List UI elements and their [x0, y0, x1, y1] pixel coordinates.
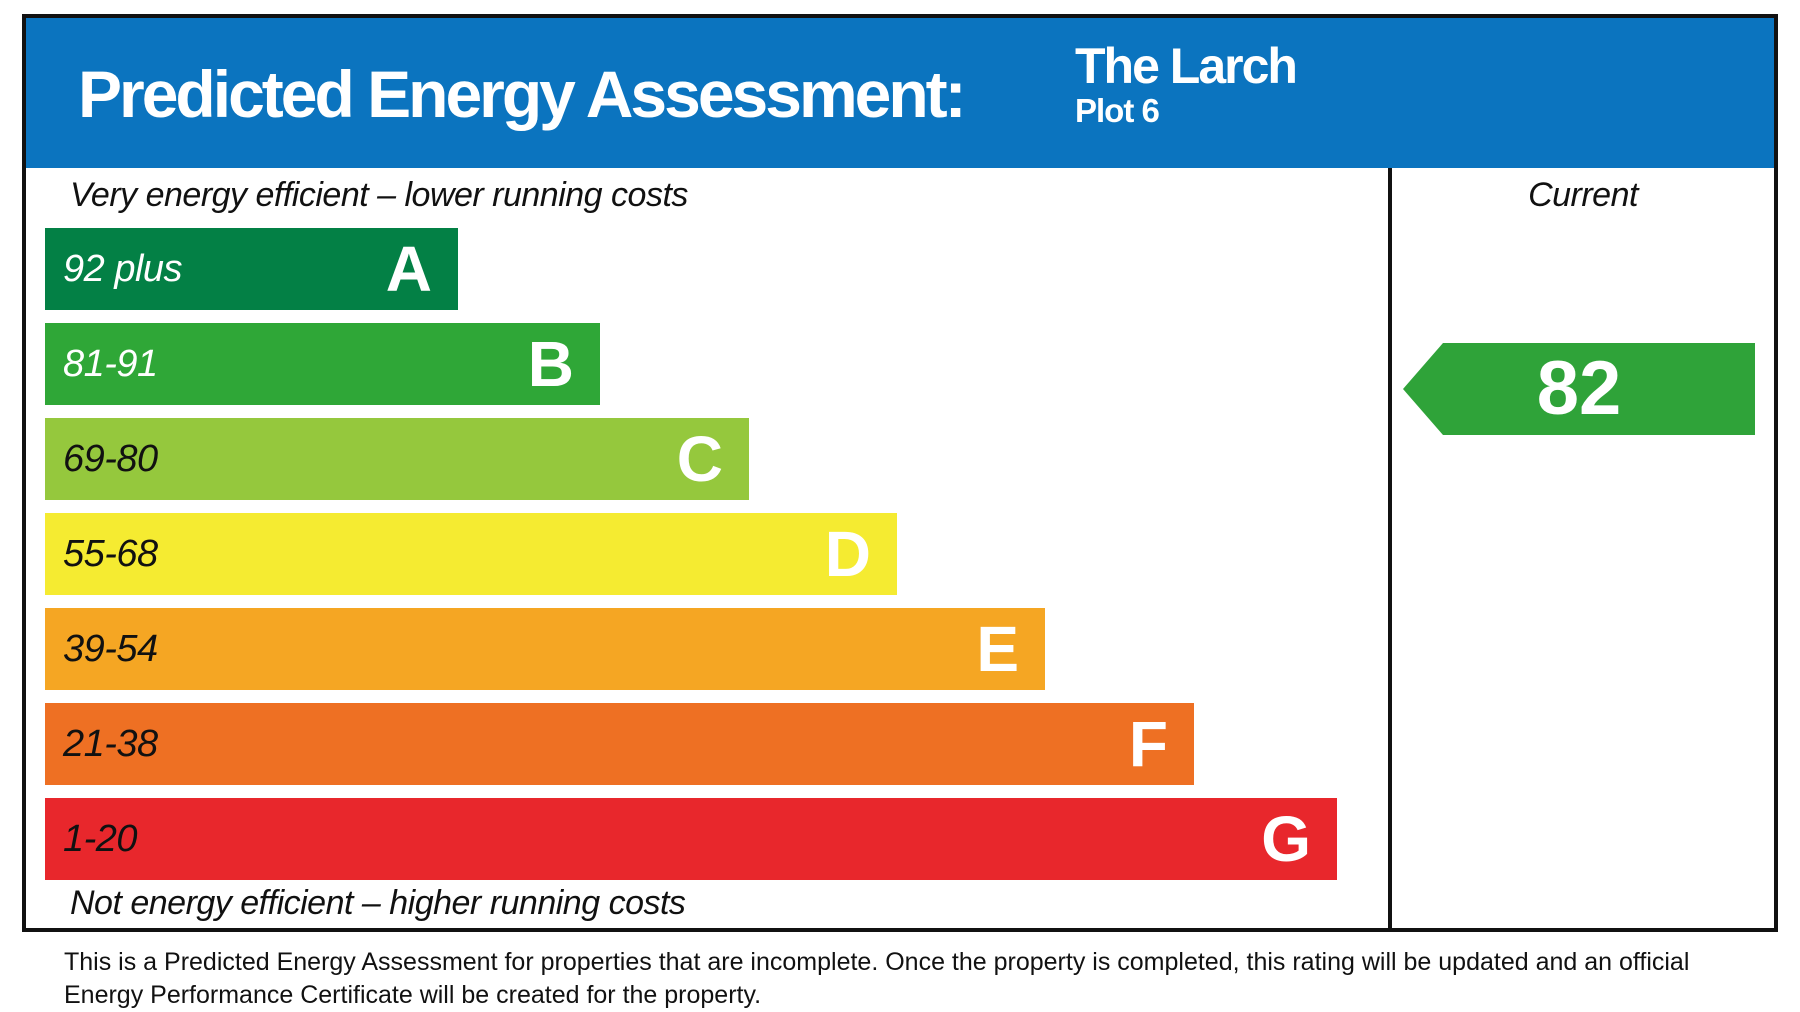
bottom-caption: Not energy efficient – higher running co…: [70, 884, 686, 922]
epc-band-F: 21-38 F: [45, 703, 1194, 785]
page-title: Predicted Energy Assessment:: [78, 57, 967, 131]
epc-band-D: 55-68 D: [45, 513, 897, 595]
band-range-label: 55-68: [63, 532, 158, 575]
band-range-label: 21-38: [63, 722, 158, 765]
band-range-label: 39-54: [63, 627, 158, 670]
current-rating-arrow: 82: [1403, 343, 1755, 435]
footer-note: This is a Predicted Energy Assessment fo…: [64, 948, 1690, 1009]
band-letter: G: [1261, 803, 1311, 875]
current-column-header: Current: [1528, 176, 1638, 214]
header-banner: Predicted Energy Assessment: The Larch P…: [26, 18, 1774, 168]
band-range-label: 81-91: [63, 342, 158, 385]
band-range-label: 69-80: [63, 437, 158, 480]
epc-band-C: 69-80 C: [45, 418, 749, 500]
epc-band-A: 92 plus A: [45, 228, 458, 310]
plot-number: Plot 6: [1075, 91, 1160, 129]
rating-bands: 92 plus A 81-91 B 69-80 C 55-68 D 39-54 E 21-38 F 1-…: [45, 228, 1388, 880]
band-range-label: 1-20: [63, 817, 138, 860]
epc-band-E: 39-54 E: [45, 608, 1045, 690]
top-caption: Very energy efficient – lower running co…: [70, 176, 688, 214]
current-rating-value: 82: [1536, 346, 1622, 431]
band-letter: D: [824, 518, 871, 590]
band-letter: B: [527, 328, 574, 400]
column-divider: [1388, 168, 1392, 928]
band-letter: A: [385, 233, 432, 305]
epc-band-G: 1-20 G: [45, 798, 1337, 880]
band-letter: F: [1128, 708, 1168, 780]
band-letter: E: [976, 613, 1019, 685]
band-range-label: 92 plus: [63, 247, 183, 290]
band-letter: C: [676, 423, 723, 495]
property-name: The Larch: [1075, 38, 1298, 94]
epc-band-B: 81-91 B: [45, 323, 600, 405]
property-block: The Larch Plot 6: [1075, 38, 1298, 129]
